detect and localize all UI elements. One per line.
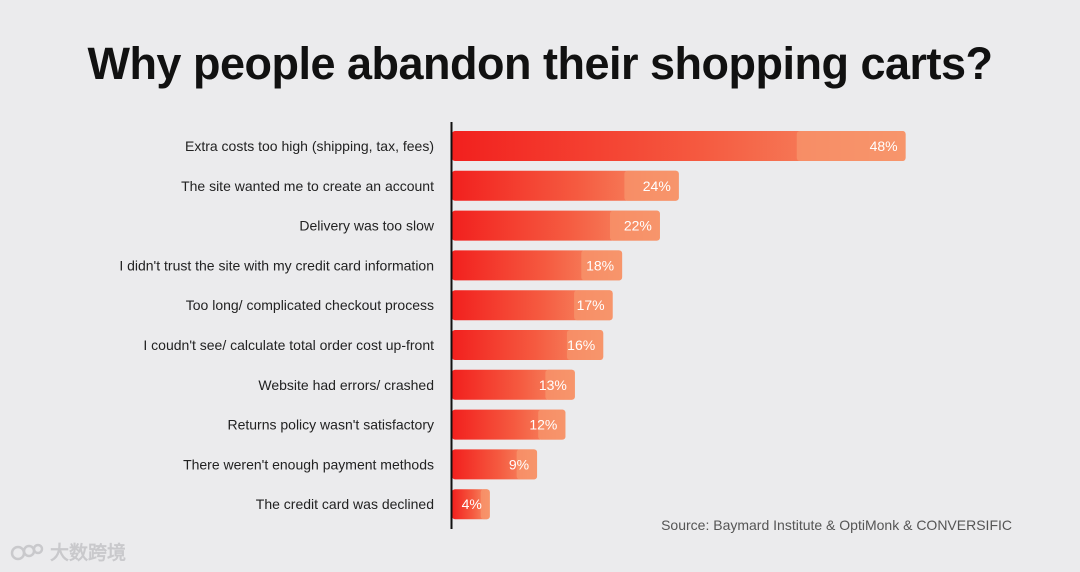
logo-icon (10, 543, 44, 560)
category-label: Extra costs too high (shipping, tax, fee… (185, 138, 434, 154)
watermark-text: 大数跨境 (50, 543, 127, 564)
bar (452, 210, 660, 241)
value-label: 16% (567, 337, 595, 353)
bar (452, 330, 604, 360)
bar (452, 409, 566, 440)
value-label: 22% (624, 218, 652, 234)
bar-end-segment (480, 489, 490, 520)
category-label: Too long/ complicated checkout process (186, 297, 434, 313)
bar-end-segment (538, 409, 566, 440)
bar-end-segment (545, 369, 575, 400)
value-label: 48% (870, 138, 898, 154)
value-label: 12% (529, 417, 557, 433)
bar (452, 489, 490, 520)
bar-end-segment (610, 210, 660, 241)
bar-end-segment (581, 250, 623, 281)
category-label: Delivery was too slow (299, 218, 434, 234)
bar (452, 449, 538, 480)
bar (452, 170, 679, 201)
bars-layer: Extra costs too high (shipping, tax, fee… (119, 131, 906, 520)
category-label: The site wanted me to create an account (181, 178, 434, 194)
category-label: Returns policy wasn't satisfactory (227, 417, 434, 433)
source-note: Source: Baymard Institute & OptiMonk & C… (661, 517, 1012, 533)
bar (452, 250, 623, 281)
value-label: 9% (509, 456, 529, 472)
value-label: 24% (643, 178, 671, 194)
bar-end-segment (624, 170, 679, 201)
bar (452, 369, 575, 400)
category-label: I didn't trust the site with my credit c… (119, 257, 434, 273)
category-label: I coudn't see/ calculate total order cos… (143, 337, 434, 353)
chart-title: Why people abandon their shopping carts? (87, 38, 993, 89)
bar-end-segment (574, 290, 613, 321)
bar-end-segment (516, 449, 538, 480)
value-label: 18% (586, 257, 614, 273)
bar-end-segment (566, 330, 604, 360)
category-label: Website had errors/ crashed (258, 377, 434, 393)
bar-end-segment (796, 131, 906, 161)
value-label: 13% (539, 377, 567, 393)
bar (452, 290, 613, 321)
value-label: 4% (462, 496, 482, 512)
bar (452, 131, 906, 161)
category-label: The credit card was declined (256, 496, 434, 512)
category-label: There weren't enough payment methods (183, 456, 434, 472)
watermark: 大数跨境 (10, 538, 126, 565)
value-label: 17% (577, 297, 605, 313)
